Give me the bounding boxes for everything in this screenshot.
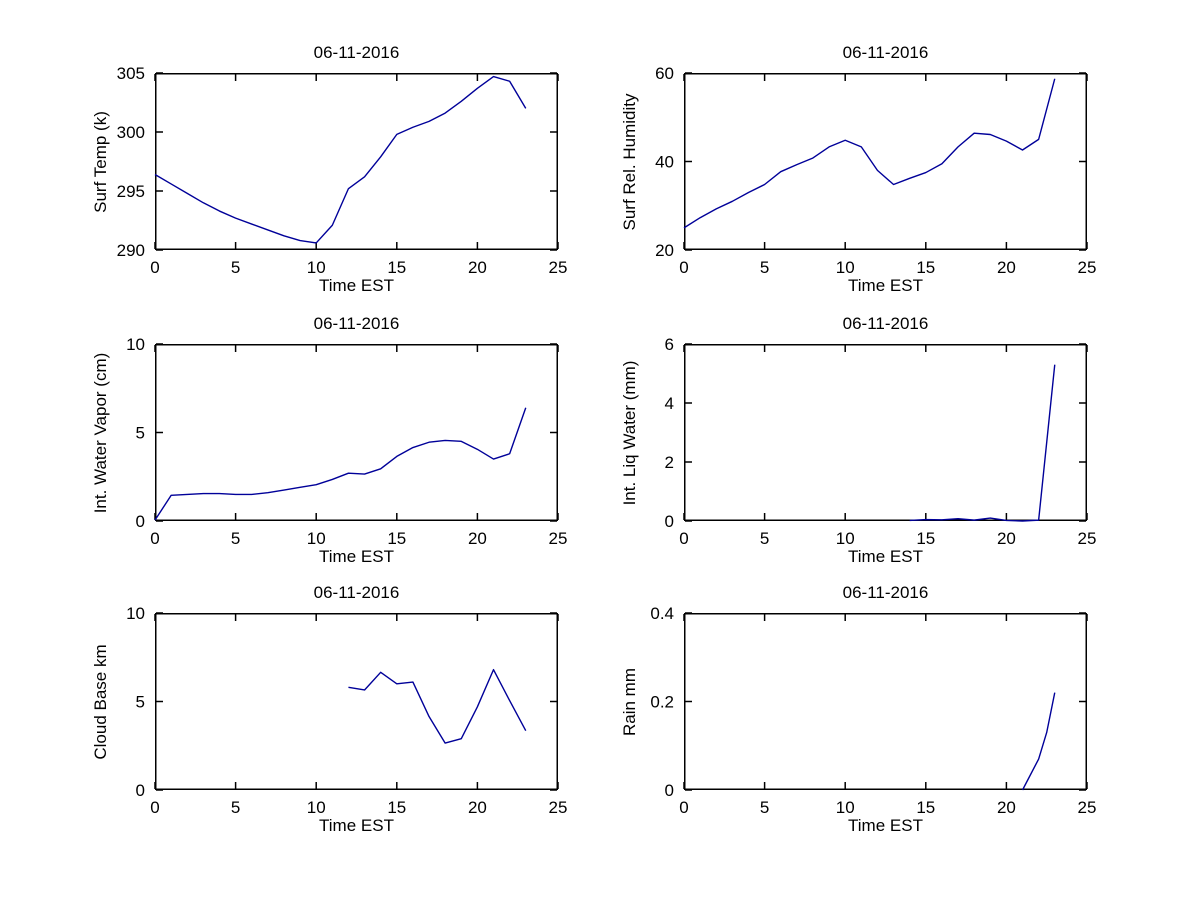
y-axis-label: Int. Liq Water (mm) [620, 360, 639, 505]
plot-title: 06-11-2016 [842, 43, 929, 62]
x-tick-label: 25 [549, 529, 568, 548]
y-tick-label: 20 [655, 241, 674, 260]
plot-area: 0 5 10 15 20 25 0 2 4 6 [665, 335, 1097, 548]
data-line [154, 75, 527, 244]
plot-title: 06-11-2016 [842, 314, 929, 333]
plot-title: 06-11-2016 [313, 583, 400, 602]
x-tick-label: 20 [468, 798, 487, 817]
data-line [1021, 692, 1056, 791]
y-tick-label: 5 [136, 693, 145, 712]
x-tick-label: 10 [836, 798, 855, 817]
y-tick-label: 290 [117, 241, 145, 260]
subplot-cloud-base: 06-11-2016 Cloud Base km 0 5 10 15 20 25 0 5 10 … [91, 583, 567, 835]
x-tick-label: 20 [468, 258, 487, 277]
subplot-surf-rel-humidity: 06-11-2016 Surf Rel. Humidity 0 5 10 15 20 25… [620, 43, 1096, 295]
x-tick-label: 15 [916, 798, 935, 817]
x-tick-label: 15 [387, 798, 406, 817]
y-tick-label: 0 [136, 512, 145, 531]
subplot-int-liq-water: 06-11-2016 Int. Liq Water (mm) 0 5 10 15 20 2… [620, 314, 1097, 566]
x-tick-label: 15 [387, 258, 406, 277]
x-tick-label: 5 [231, 798, 240, 817]
y-axis-label: Surf Rel. Humidity [620, 93, 639, 230]
y-tick-label: 10 [126, 604, 145, 623]
y-tick-label: 300 [117, 123, 145, 142]
x-tick-label: 0 [679, 258, 688, 277]
x-axis-label: Time EST [848, 816, 923, 835]
x-tick-label: 5 [760, 798, 769, 817]
x-tick-label: 25 [549, 798, 568, 817]
x-tick-label: 10 [307, 529, 326, 548]
plot-area: 0 5 10 15 20 25 0 0.2 0.4 [650, 604, 1096, 817]
plot-title: 06-11-2016 [313, 314, 400, 333]
axes-box [684, 344, 1087, 521]
y-tick-label: 305 [117, 64, 145, 83]
data-line [683, 78, 1056, 229]
x-tick-label: 25 [1078, 258, 1097, 277]
plot-title: 06-11-2016 [313, 43, 400, 62]
data-line [154, 407, 527, 521]
plot-area: 0 5 10 15 20 25 0 5 10 [126, 604, 567, 817]
x-axis-label: Time EST [319, 276, 394, 295]
axes-box [155, 73, 558, 250]
x-tick-label: 15 [387, 529, 406, 548]
subplot-surf-temp: 06-11-2016 Surf Temp (k) 0 5 10 15 20 25 290 29… [91, 43, 568, 295]
y-tick-label: 10 [126, 335, 145, 354]
x-tick-label: 20 [468, 529, 487, 548]
y-tick-label: 0.4 [650, 604, 674, 623]
x-tick-label: 10 [836, 529, 855, 548]
plot-title: 06-11-2016 [842, 583, 929, 602]
y-tick-label: 0 [665, 512, 674, 531]
data-line [909, 364, 1056, 522]
x-tick-label: 10 [307, 798, 326, 817]
plot-area: 0 5 10 15 20 25 20 40 60 [655, 64, 1096, 277]
axes-box [155, 344, 558, 521]
x-tick-label: 10 [307, 258, 326, 277]
x-axis-label: Time EST [319, 816, 394, 835]
y-tick-label: 0 [665, 781, 674, 800]
x-axis-label: Time EST [319, 547, 394, 566]
y-tick-label: 0.2 [650, 693, 674, 712]
x-axis-label: Time EST [848, 276, 923, 295]
axes-box [684, 73, 1087, 250]
y-axis-label: Int. Water Vapor (cm) [91, 352, 110, 513]
x-tick-label: 0 [150, 258, 159, 277]
x-axis-label: Time EST [848, 547, 923, 566]
x-tick-label: 5 [760, 529, 769, 548]
x-tick-label: 0 [679, 529, 688, 548]
y-tick-label: 0 [136, 781, 145, 800]
x-tick-label: 25 [1078, 798, 1097, 817]
x-tick-label: 20 [997, 529, 1016, 548]
x-tick-label: 20 [997, 258, 1016, 277]
x-tick-label: 0 [679, 798, 688, 817]
x-tick-label: 20 [997, 798, 1016, 817]
plot-area: 0 5 10 15 20 25 290 295 300 305 [117, 64, 568, 277]
y-axis-label: Rain mm [620, 667, 639, 736]
y-axis-label: Cloud Base km [91, 643, 110, 760]
x-tick-label: 5 [231, 529, 240, 548]
axes-box [155, 613, 558, 790]
y-tick-label: 60 [655, 64, 674, 83]
x-tick-label: 25 [1078, 529, 1097, 548]
plot-area: 0 5 10 15 20 25 0 5 10 [126, 335, 567, 548]
x-tick-label: 10 [836, 258, 855, 277]
x-tick-label: 5 [760, 258, 769, 277]
x-tick-label: 25 [549, 258, 568, 277]
y-tick-label: 4 [665, 394, 674, 413]
x-tick-label: 0 [150, 529, 159, 548]
y-axis-label: Surf Temp (k) [91, 110, 110, 213]
y-tick-label: 40 [655, 153, 674, 172]
x-tick-label: 5 [231, 258, 240, 277]
data-line [348, 668, 527, 744]
x-tick-label: 15 [916, 529, 935, 548]
y-tick-label: 6 [665, 335, 674, 354]
axes-box [684, 613, 1087, 790]
y-tick-label: 295 [117, 182, 145, 201]
y-tick-label: 5 [136, 424, 145, 443]
x-tick-label: 0 [150, 798, 159, 817]
y-tick-label: 2 [665, 453, 674, 472]
subplot-int-water-vapor: 06-11-2016 Int. Water Vapor (cm) 0 5 10 15 2… [91, 314, 567, 566]
subplot-rain: 06-11-2016 Rain mm 0 5 10 15 20 25 0 0.2 0.4 Tim… [620, 583, 1096, 835]
x-tick-label: 15 [916, 258, 935, 277]
